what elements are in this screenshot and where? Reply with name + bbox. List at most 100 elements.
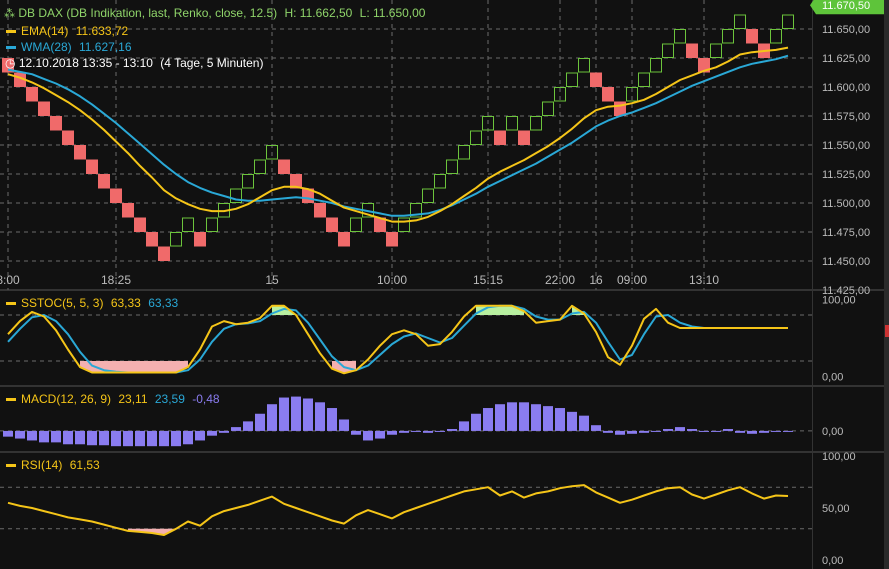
renko-brick-down	[158, 246, 170, 261]
price-tick-label: 11.550,00	[822, 140, 870, 152]
macd-histogram-bar	[363, 430, 373, 441]
renko-brick-up	[626, 87, 638, 102]
macd-histogram-bar	[3, 430, 13, 437]
scroll-marker	[885, 325, 889, 337]
rsi-tick-label: 0,00	[822, 555, 843, 567]
rsi-panel[interactable]	[7, 484, 789, 536]
wma-swatch	[6, 46, 16, 50]
wma-legend[interactable]: WMA(28) 11.627,16	[6, 40, 132, 54]
renko-brick-up	[242, 174, 254, 189]
renko-brick-up	[446, 159, 458, 174]
wma-line	[7, 54, 789, 217]
macd-histogram-bar	[207, 430, 217, 436]
renko-brick-down	[314, 203, 326, 218]
macd-histogram-bar	[639, 430, 649, 433]
renko-brick-down	[50, 116, 62, 131]
renko-brick-down	[686, 43, 698, 58]
renko-brick-up	[182, 217, 194, 232]
scrollbar-edge	[884, 0, 889, 569]
ema-line	[7, 46, 789, 223]
renko-brick-down	[74, 145, 86, 160]
ema-legend[interactable]: EMA(14) 11.633,72	[6, 24, 128, 38]
macd-histogram-bar	[759, 430, 769, 433]
sstoc-legend[interactable]: SSTOC(5, 5, 3) 63,33 63,33	[6, 296, 178, 310]
wma-value: 11.627,16	[79, 40, 132, 54]
renko-brick-up	[434, 174, 446, 189]
renko-brick-down	[134, 217, 146, 232]
macd-histogram-bar	[651, 430, 661, 432]
macd-histogram-bar	[99, 430, 109, 446]
renko-brick-down	[26, 87, 38, 102]
renko-brick-up	[554, 87, 566, 102]
rsi-line	[7, 484, 789, 536]
macd-histogram-bar	[699, 430, 709, 432]
macd-histogram-bar	[147, 430, 157, 447]
time-tick-label: 15	[265, 273, 279, 287]
renko-brick-up	[782, 14, 794, 29]
renko-brick-up	[254, 159, 266, 174]
renko-brick-down	[338, 232, 350, 247]
renko-panel[interactable]	[2, 14, 794, 261]
renko-brick-down	[746, 29, 758, 44]
macd-histogram-bar	[543, 406, 553, 431]
macd-histogram-bar	[723, 429, 733, 431]
renko-brick-down	[518, 130, 530, 145]
macd-legend[interactable]: MACD(12, 26, 9) 23,11 23,59 -0,48	[6, 392, 220, 406]
macd-histogram-bar	[627, 430, 637, 434]
price-tick-label: 11.525,00	[822, 169, 870, 181]
macd-histogram-bar	[663, 429, 673, 431]
macd-histogram-bar	[435, 430, 445, 432]
macd-swatch	[6, 398, 16, 402]
macd-histogram-bar	[195, 430, 205, 441]
renko-brick-down	[146, 232, 158, 247]
macd-histogram-bar	[327, 408, 337, 431]
renko-brick-down	[290, 174, 302, 189]
time-tick-label: 8:00	[0, 273, 20, 287]
macd-histogram-bar	[267, 404, 277, 431]
macd-histogram-bar	[411, 430, 421, 432]
macd-histogram-bar	[111, 430, 121, 447]
renko-brick-down	[2, 58, 14, 73]
macd-histogram-bar	[243, 421, 253, 431]
price-tick-label: 11.625,00	[822, 53, 870, 65]
macd-histogram-bar	[375, 430, 385, 439]
sstoc-tick-label: 0,00	[822, 371, 843, 383]
sstoc-panel[interactable]	[7, 304, 788, 375]
renko-brick-up	[638, 72, 650, 87]
renko-brick-up	[266, 145, 278, 160]
renko-brick-down	[38, 101, 50, 116]
rsi-swatch	[6, 464, 16, 468]
macd-histogram-bar	[339, 419, 349, 431]
renko-brick-up	[710, 43, 722, 58]
macd-histogram-bar	[579, 415, 589, 431]
macd-histogram-bar	[747, 430, 757, 434]
renko-brick-down	[698, 58, 710, 73]
price-tick-label: 11.575,00	[822, 111, 870, 123]
macd-histogram-bar	[615, 430, 625, 435]
macd-histogram-bar	[555, 408, 565, 431]
macd-histogram-bar	[51, 430, 61, 443]
time-tick-label: 10:00	[377, 273, 407, 287]
time-tick-label: 09:00	[617, 273, 647, 287]
macd-histogram-value: -0,48	[192, 392, 220, 406]
macd-value: 23,11	[118, 392, 148, 406]
rsi-legend[interactable]: RSI(14) 61,53	[6, 458, 100, 472]
last-price-tag	[810, 0, 884, 15]
macd-histogram-bar	[87, 430, 97, 446]
renko-brick-up	[170, 232, 182, 247]
macd-histogram-bar	[159, 430, 169, 447]
macd-histogram-bar	[219, 430, 229, 433]
renko-brick-up	[530, 116, 542, 131]
renko-brick-up	[350, 217, 362, 232]
renko-brick-up	[410, 203, 422, 218]
macd-histogram-bar	[123, 430, 133, 447]
clock-icon: ◷	[5, 56, 16, 70]
macd-histogram-bar	[471, 413, 481, 431]
price-tick-label: 11.425,00	[822, 285, 870, 297]
macd-panel[interactable]	[3, 396, 793, 447]
rsi-tick-label: 100,00	[822, 451, 856, 463]
renko-icon: ⁂	[4, 8, 15, 20]
macd-histogram-bar	[423, 430, 433, 433]
time-tick-label: 15:15	[473, 273, 503, 287]
